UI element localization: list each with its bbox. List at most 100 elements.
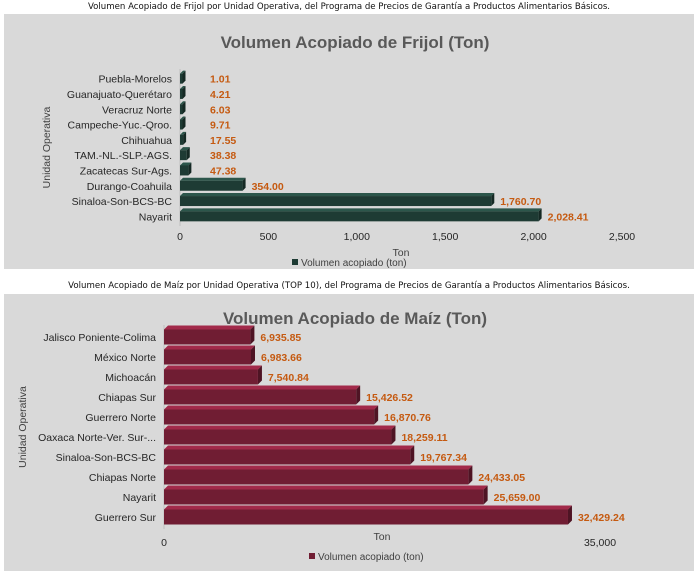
maiz-bar-top [164,325,255,330]
frijol-bar-top [180,85,186,89]
frijol-bar-side [183,131,187,145]
frijol-data-label: 17.55 [210,135,236,147]
frijol-data-label: 354.00 [252,181,284,193]
maiz-category-label: Guerrero Norte [85,412,156,424]
maiz-x-tick-label: 35,000 [584,537,616,549]
frijol-bar [180,196,492,207]
frijol-category-label: Veracruz Norte [102,104,172,116]
frijol-chart-panel: Volumen Acopiado de Frijol (Ton) Puebla-M… [4,14,694,269]
frijol-caption: Volumen Acopiado de Frijol por Unidad Op… [87,2,611,12]
maiz-bar-top [164,465,473,470]
maiz-bar-top [164,485,488,490]
frijol-bar-side [182,85,186,99]
maiz-bar-side [356,385,361,405]
maiz-data-label: 19,767.34 [420,452,467,464]
frijol-title: Volumen Acopiado de Frijol (Ton) [221,33,490,52]
frijol-bar-side [188,162,192,176]
frijol-category-label: Chihuahua [121,135,172,147]
frijol-bar [180,165,189,176]
frijol-bar-side [186,147,190,161]
maiz-data-label: 7,540.84 [268,372,309,384]
frijol-x-tick-label: 1,500 [432,231,458,243]
frijol-bar [180,150,187,161]
frijol-bar-top [180,208,542,212]
maiz-data-label: 16,870.76 [384,412,431,424]
maiz-chart-panel: Volumen Acopiado de Maíz (Ton) Jalisco Po… [4,294,694,571]
frijol-bar [180,73,183,84]
frijol-data-label: 9.71 [210,120,231,132]
frijol-x-tick-label: 1,000 [344,231,370,243]
maiz-bar [164,469,469,485]
frijol-category-label: TAM.-NL.-SLP.-AGS. [74,150,172,162]
maiz-category-label: Chiapas Norte [89,472,156,484]
frijol-bar-top [180,101,186,105]
frijol-category-label: Campeche-Yuc.-Qroo. [68,120,172,132]
frijol-bar [180,104,183,115]
maiz-bar [164,349,251,365]
frijol-category-label: Puebla-Morelos [98,74,172,86]
frijol-bar-top [180,193,495,197]
maiz-data-label: 6,983.66 [261,352,302,364]
maiz-bar-top [164,385,361,390]
maiz-bar-side [567,505,572,525]
maiz-category-label: Nayarit [123,492,156,504]
maiz-bar-side [483,485,488,505]
frijol-category-label: Durango-Coahuila [87,181,172,193]
frijol-data-label: 1,760.70 [500,196,541,208]
frijol-bar-side [491,193,495,207]
frijol-bar-top [180,70,186,74]
maiz-bar-side [257,365,262,385]
maiz-bar [164,449,411,465]
frijol-data-label: 2,028.41 [548,211,589,223]
maiz-bar-top [164,405,379,410]
maiz-bar [164,509,568,525]
frijol-category-label: Zacatecas Sur-Ags. [80,165,172,177]
maiz-legend-swatch [309,553,315,559]
maiz-legend-label: Volumen acopiado (ton) [318,552,424,563]
maiz-bar-side [250,325,255,345]
maiz-title: Volumen Acopiado de Maíz (Ton) [223,309,487,328]
frijol-category-label: Sinaloa-Son-BCS-BC [72,196,173,208]
frijol-bar-top [180,147,190,151]
frijol-x-tick-label: 500 [260,231,278,243]
frijol-bar [180,134,184,145]
maiz-bar-top [164,365,262,370]
maiz-x-tick-label: 0 [161,537,167,549]
frijol-bar-side [242,177,246,191]
maiz-bar [164,429,392,445]
frijol-legend-label: Volumen acopiado (ton) [301,258,407,269]
maiz-bar [164,389,357,405]
maiz-x-axis-label: Ton [374,531,391,543]
frijol-bar [180,180,243,191]
frijol-legend-swatch [292,259,298,265]
frijol-data-label: 6.03 [210,104,231,116]
maiz-category-label: Oaxaca Norte-Ver. Sur-... [38,432,156,444]
frijol-chart: Volumen Acopiado de Frijol (Ton) Puebla-M… [41,33,635,269]
maiz-caption: Volumen Acopiado de Maíz por Unidad Oper… [68,281,630,291]
maiz-bar-side [250,345,255,365]
maiz-data-label: 6,935.85 [260,332,301,344]
maiz-data-label: 15,426.52 [366,392,413,404]
maiz-category-label: Chiapas Sur [98,392,156,404]
frijol-data-label: 47.38 [210,165,236,177]
maiz-bar [164,409,375,425]
frijol-category-label: Guanajuato-Querétaro [67,89,172,101]
frijol-x-tick-label: 2,000 [520,231,546,243]
frijol-bar-top [180,162,192,166]
frijol-bar-side [182,70,186,84]
maiz-bar-side [468,465,473,485]
frijol-bar-side [182,116,186,130]
maiz-category-label: Guerrero Sur [95,512,157,524]
maiz-bar [164,489,484,505]
frijol-bar [180,88,183,99]
maiz-bar [164,369,258,385]
maiz-bar-side [391,425,396,445]
maiz-bar-side [410,445,415,465]
maiz-bar-side [374,405,379,425]
maiz-data-label: 25,659.00 [494,492,541,504]
frijol-x-axis-label: Ton [393,247,410,259]
maiz-bar-top [164,425,396,430]
maiz-data-label: 24,433.05 [478,472,525,484]
maiz-bar-top [164,505,572,510]
frijol-bar-side [538,208,542,222]
